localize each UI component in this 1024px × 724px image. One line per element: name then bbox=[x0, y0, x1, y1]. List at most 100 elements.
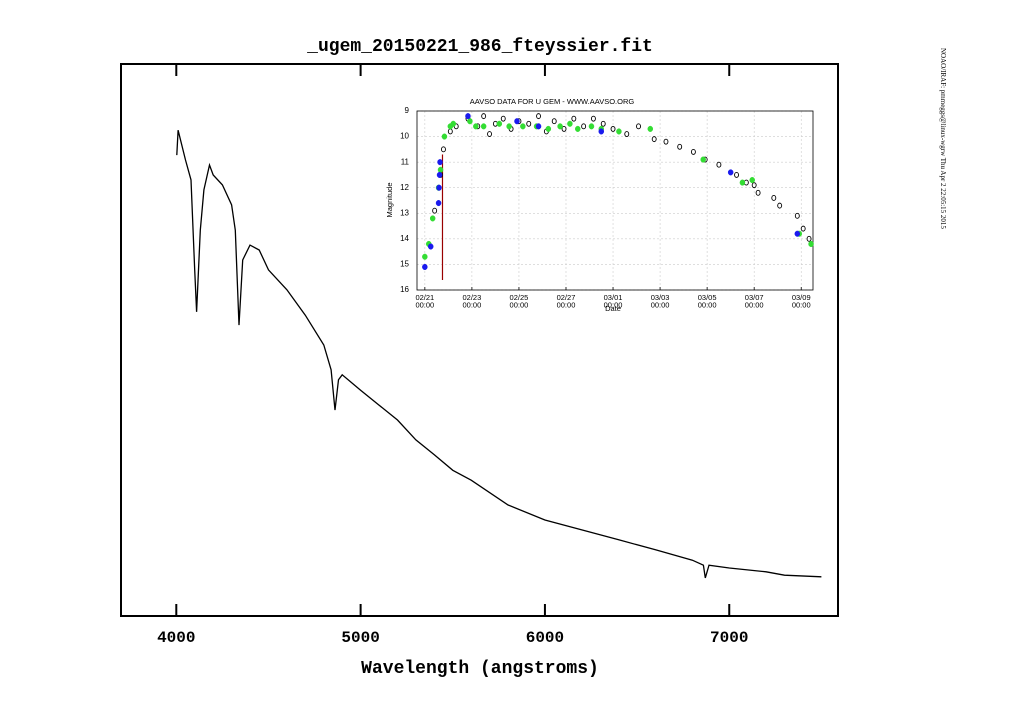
data-point bbox=[590, 115, 596, 122]
data-point bbox=[734, 171, 739, 178]
y-tick-label: 15 bbox=[400, 260, 409, 269]
x-tick-label-line: 03/07 bbox=[745, 293, 764, 302]
data-point bbox=[677, 143, 683, 150]
x-tick-label: 7000 bbox=[710, 629, 748, 647]
data-point bbox=[520, 123, 526, 130]
y-tick-label: 11 bbox=[401, 157, 410, 166]
data-point bbox=[663, 138, 669, 145]
data-point bbox=[487, 131, 492, 137]
data-point bbox=[441, 133, 448, 140]
data-point bbox=[535, 123, 542, 130]
x-tick-label-line: 00:00 bbox=[557, 301, 576, 310]
x-axis-label: Wavelength (angstroms) bbox=[361, 659, 599, 679]
inset-y-label: Magnitude bbox=[385, 182, 394, 217]
data-point bbox=[616, 128, 622, 135]
data-point bbox=[739, 179, 746, 186]
data-point bbox=[526, 120, 532, 127]
x-tick-label: 02/23 00:00 bbox=[463, 293, 482, 310]
plot-frame bbox=[120, 63, 839, 617]
x-tick-label-line: 02/23 bbox=[463, 293, 482, 302]
x-tick-label: 03/03 00:00 bbox=[651, 293, 670, 310]
data-point bbox=[588, 123, 595, 130]
x-tick-label-line: 02/25 bbox=[510, 293, 529, 302]
data-point bbox=[794, 212, 800, 219]
data-point bbox=[551, 118, 557, 125]
data-point bbox=[514, 118, 520, 125]
x-tick-label-line: 00:00 bbox=[745, 301, 764, 310]
data-point bbox=[794, 230, 801, 237]
data-point bbox=[647, 125, 654, 132]
chart-title: _ugem_20150221_986_fteyssier.fit bbox=[306, 37, 653, 57]
data-point bbox=[771, 194, 777, 201]
data-point bbox=[496, 120, 503, 127]
data-point bbox=[808, 240, 814, 248]
x-tick-label: 4000 bbox=[157, 629, 195, 647]
x-tick-label-line: 03/01 bbox=[604, 293, 623, 302]
data-point bbox=[600, 120, 606, 127]
data-point bbox=[651, 136, 657, 143]
x-tick-label-line: 00:00 bbox=[463, 301, 482, 310]
data-point bbox=[422, 253, 428, 260]
data-point bbox=[422, 263, 428, 271]
x-tick-label: 03/01 00:00 bbox=[604, 293, 623, 310]
data-point bbox=[481, 113, 487, 120]
side-note: NOAO/IRAF: pmmeggs@linux-wgrw Thu Apr 2 … bbox=[939, 48, 947, 229]
data-point bbox=[598, 128, 605, 135]
data-point bbox=[700, 156, 706, 163]
y-tick-label: 14 bbox=[400, 234, 409, 243]
data-point bbox=[716, 161, 722, 168]
y-tick-label: 13 bbox=[400, 208, 409, 217]
data-point bbox=[557, 123, 563, 130]
data-point bbox=[432, 207, 438, 214]
x-tick-label-line: 00:00 bbox=[792, 301, 811, 310]
data-point bbox=[427, 243, 434, 250]
x-tick-label: 6000 bbox=[526, 629, 564, 647]
x-tick-label-line: 00:00 bbox=[651, 301, 670, 310]
data-point bbox=[436, 184, 442, 191]
data-point bbox=[749, 176, 755, 184]
x-tick-label-line: 00:00 bbox=[510, 301, 529, 310]
data-point bbox=[437, 159, 443, 166]
x-tick-label-line: 03/03 bbox=[651, 293, 670, 302]
data-point bbox=[545, 125, 552, 132]
x-tick-label: 5000 bbox=[341, 629, 379, 647]
data-point bbox=[441, 146, 446, 153]
x-tick-label-line: 03/05 bbox=[698, 293, 717, 302]
x-tick-label: 02/27 00:00 bbox=[557, 293, 576, 310]
data-point bbox=[575, 125, 581, 132]
data-point bbox=[437, 166, 444, 173]
y-tick-label: 12 bbox=[400, 183, 409, 192]
data-point bbox=[473, 123, 479, 130]
x-tick-label: 03/09 00:00 bbox=[792, 293, 811, 310]
data-point bbox=[436, 171, 443, 178]
data-point bbox=[755, 189, 761, 196]
data-point bbox=[500, 115, 506, 122]
inset-title: AAVSO DATA FOR U GEM - WWW.AAVSO.ORG bbox=[470, 97, 635, 106]
inset-background bbox=[417, 111, 813, 290]
data-point bbox=[567, 120, 573, 127]
data-point bbox=[480, 123, 487, 130]
inset-x-label: Date bbox=[605, 304, 621, 313]
x-tick-label-line: 02/21 bbox=[415, 293, 434, 302]
x-tick-label-line: 00:00 bbox=[698, 301, 717, 310]
data-point bbox=[806, 235, 812, 242]
y-tick-label: 16 bbox=[400, 285, 409, 294]
x-tick-label-line: 02/27 bbox=[557, 293, 576, 302]
x-tick-label: 02/21 00:00 bbox=[415, 293, 434, 310]
data-point bbox=[610, 125, 616, 132]
data-point bbox=[777, 202, 783, 209]
data-point bbox=[800, 225, 806, 232]
data-point bbox=[624, 131, 630, 137]
data-point bbox=[727, 169, 734, 176]
data-point bbox=[571, 115, 577, 122]
inset-frame bbox=[416, 110, 814, 291]
x-tick-label-line: 00:00 bbox=[604, 301, 623, 310]
x-tick-label-line: 00:00 bbox=[415, 301, 434, 310]
data-point bbox=[429, 215, 436, 222]
x-tick-label: 03/07 00:00 bbox=[745, 293, 764, 310]
y-tick-label: 10 bbox=[400, 132, 409, 141]
y-tick-label: 9 bbox=[405, 106, 410, 115]
data-point bbox=[450, 120, 457, 127]
